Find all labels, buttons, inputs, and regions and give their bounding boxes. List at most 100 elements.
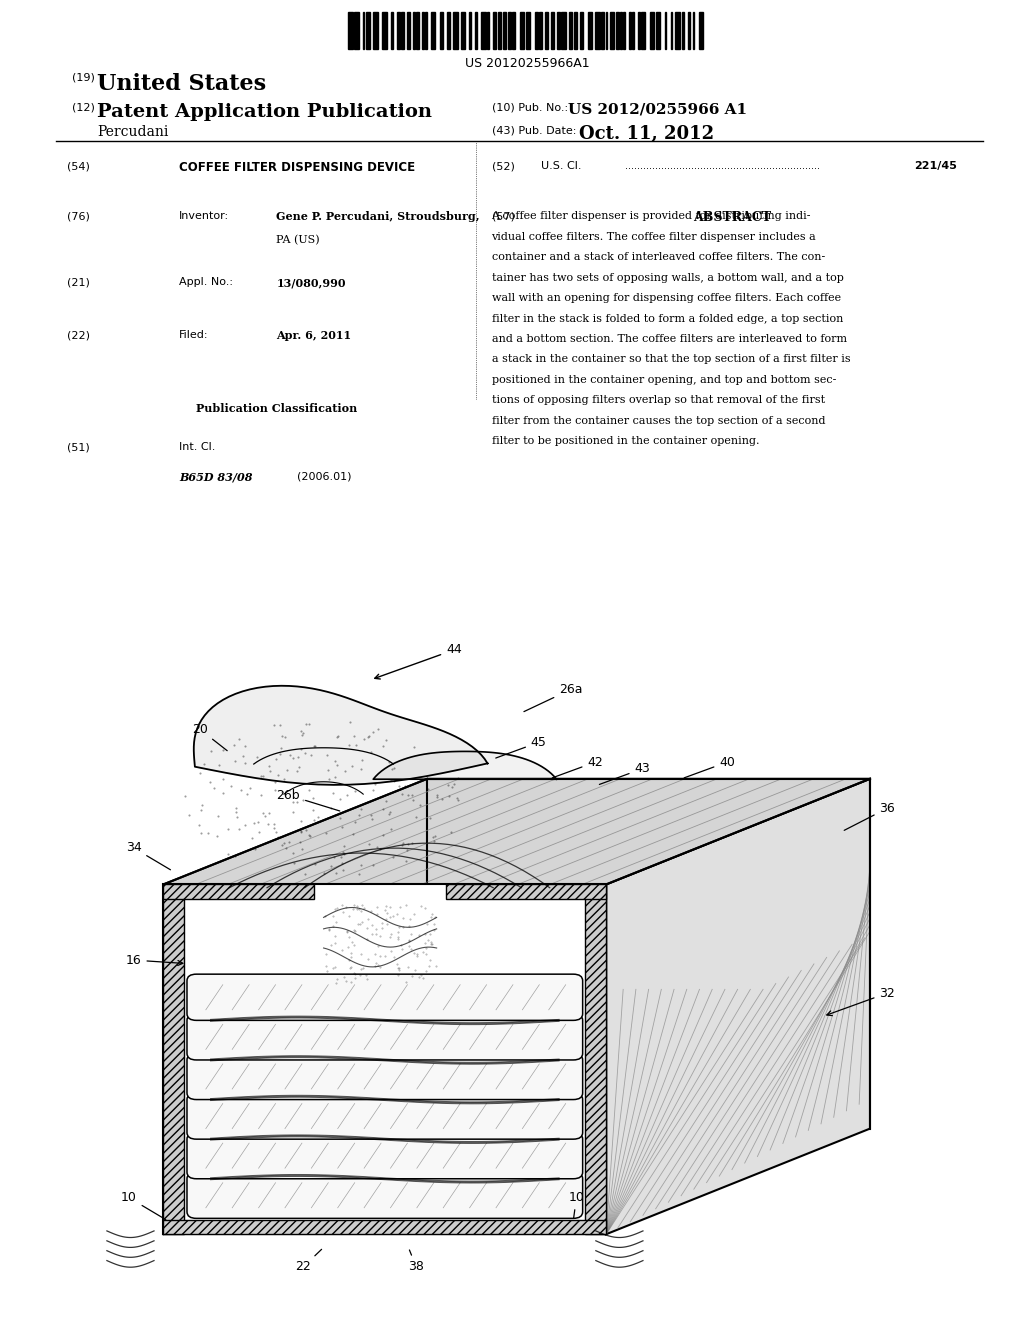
Text: 221/45: 221/45: [914, 161, 957, 172]
Bar: [391, 12, 392, 49]
Bar: [693, 12, 694, 49]
Bar: [688, 12, 690, 49]
Bar: [551, 12, 554, 49]
FancyBboxPatch shape: [187, 1014, 583, 1060]
Text: container and a stack of interleaved coffee filters. The con-: container and a stack of interleaved cof…: [492, 252, 824, 263]
Bar: [671, 12, 672, 49]
Bar: [504, 12, 507, 49]
Text: 38: 38: [409, 1250, 424, 1274]
Text: 22: 22: [295, 1249, 322, 1274]
Text: 40: 40: [684, 755, 735, 777]
Bar: [586, 884, 606, 1234]
Text: .................................................................: ........................................…: [625, 161, 819, 172]
Text: U.S. Cl.: U.S. Cl.: [541, 161, 582, 172]
FancyBboxPatch shape: [187, 1172, 583, 1218]
Text: Percudani: Percudani: [97, 125, 169, 140]
Bar: [164, 884, 606, 1234]
Text: 34: 34: [126, 841, 170, 870]
Bar: [469, 12, 471, 49]
Text: tainer has two sets of opposing walls, a bottom wall, and a top: tainer has two sets of opposing walls, a…: [492, 272, 844, 282]
Bar: [494, 12, 496, 49]
Text: ABSTRACT: ABSTRACT: [693, 211, 771, 224]
Text: A coffee filter dispenser is provided for distributing indi-: A coffee filter dispenser is provided fo…: [492, 211, 811, 222]
Text: vidual coffee filters. The coffee filter dispenser includes a: vidual coffee filters. The coffee filter…: [492, 232, 816, 242]
Bar: [581, 12, 584, 49]
Text: Inventor:: Inventor:: [179, 211, 229, 222]
Text: (22): (22): [67, 330, 89, 341]
Bar: [641, 12, 645, 49]
Bar: [440, 12, 442, 49]
Bar: [447, 12, 451, 49]
Bar: [650, 12, 654, 49]
Bar: [366, 12, 371, 49]
Text: Apr. 6, 2011: Apr. 6, 2011: [276, 330, 351, 341]
Text: (52): (52): [492, 161, 514, 172]
Text: Appl. No.:: Appl. No.:: [179, 277, 233, 288]
Bar: [525, 12, 530, 49]
Polygon shape: [606, 779, 870, 1234]
Text: 42: 42: [552, 755, 603, 777]
Text: US 2012/0255966 A1: US 2012/0255966 A1: [568, 103, 748, 117]
Text: Publication Classification: Publication Classification: [196, 403, 357, 413]
Polygon shape: [194, 686, 487, 785]
Text: (19): (19): [72, 73, 94, 83]
Text: 45: 45: [496, 735, 547, 758]
Bar: [629, 12, 631, 49]
Bar: [655, 12, 660, 49]
Text: 36: 36: [844, 801, 895, 830]
Bar: [605, 12, 607, 49]
FancyBboxPatch shape: [187, 974, 583, 1020]
Text: (2006.01): (2006.01): [297, 471, 351, 482]
Text: United States: United States: [97, 73, 266, 95]
Text: filter in the stack is folded to form a folded edge, a top section: filter in the stack is folded to form a …: [492, 314, 843, 323]
Bar: [498, 12, 501, 49]
Text: wall with an opening for dispensing coffee filters. Each coffee: wall with an opening for dispensing coff…: [492, 293, 841, 304]
Bar: [425, 12, 427, 49]
Text: 32: 32: [826, 986, 895, 1015]
FancyBboxPatch shape: [187, 1133, 583, 1179]
Text: tions of opposing filters overlap so that removal of the first: tions of opposing filters overlap so tha…: [492, 396, 824, 405]
Bar: [354, 12, 358, 49]
Bar: [601, 12, 604, 49]
Bar: [481, 12, 485, 49]
Bar: [362, 12, 365, 49]
FancyBboxPatch shape: [187, 1053, 583, 1100]
Polygon shape: [164, 779, 870, 884]
Text: B65D 83/08: B65D 83/08: [179, 471, 253, 482]
Text: 26a: 26a: [524, 682, 583, 711]
Bar: [520, 12, 524, 49]
Text: filter to be positioned in the container opening.: filter to be positioned in the container…: [492, 436, 759, 446]
Text: a stack in the container so that the top section of a first filter is: a stack in the container so that the top…: [492, 355, 850, 364]
Bar: [535, 12, 538, 49]
Text: Patent Application Publication: Patent Application Publication: [97, 103, 432, 121]
Bar: [574, 12, 578, 49]
Bar: [416, 12, 419, 49]
Text: (10) Pub. No.:: (10) Pub. No.:: [492, 103, 567, 114]
Bar: [698, 12, 703, 49]
Bar: [539, 12, 542, 49]
Text: (57): (57): [492, 211, 514, 222]
Text: 43: 43: [599, 762, 650, 784]
Text: filter from the container causes the top section of a second: filter from the container causes the top…: [492, 416, 825, 426]
Bar: [568, 12, 571, 49]
Text: Filed:: Filed:: [179, 330, 209, 341]
Text: (54): (54): [67, 161, 89, 172]
Bar: [382, 12, 387, 49]
Bar: [454, 12, 458, 49]
Bar: [164, 884, 314, 899]
Text: 10: 10: [568, 1191, 585, 1218]
Bar: [461, 12, 465, 49]
Bar: [348, 12, 352, 49]
FancyBboxPatch shape: [187, 1093, 583, 1139]
Bar: [487, 12, 488, 49]
Bar: [431, 12, 435, 49]
Text: US 20120255966A1: US 20120255966A1: [465, 57, 590, 70]
Text: 10: 10: [121, 1191, 166, 1220]
Bar: [638, 12, 640, 49]
Text: 13/080,990: 13/080,990: [276, 277, 346, 288]
Bar: [675, 12, 680, 49]
Bar: [624, 12, 625, 49]
Bar: [557, 12, 560, 49]
Bar: [512, 12, 515, 49]
Text: 26b: 26b: [276, 788, 340, 810]
